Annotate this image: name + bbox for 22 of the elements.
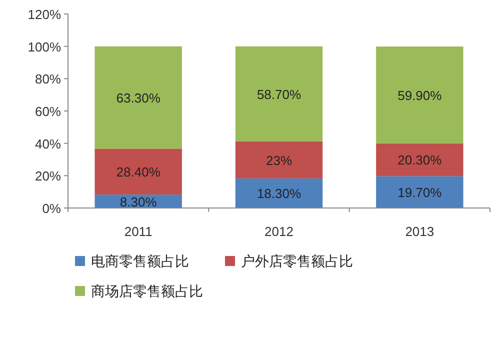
legend-label: 商场店零售额占比 bbox=[91, 283, 203, 299]
y-tick-label: 120% bbox=[28, 7, 62, 22]
data-label: 59.90% bbox=[398, 88, 442, 103]
data-label: 20.30% bbox=[398, 152, 442, 168]
data-label: 63.30% bbox=[116, 90, 161, 106]
x-tick-label: 2013 bbox=[405, 224, 434, 239]
x-tick-label: 2011 bbox=[124, 224, 152, 239]
data-label: 19.70% bbox=[398, 185, 442, 200]
y-tick-label: 80% bbox=[34, 72, 62, 87]
data-label: 58.70% bbox=[256, 86, 302, 102]
data-label: 8.30% bbox=[120, 194, 158, 210]
y-tick-label: 40% bbox=[34, 136, 62, 152]
y-tick-label: 100% bbox=[28, 39, 62, 54]
data-label: 23% bbox=[266, 152, 292, 168]
legend-label: 电商零售额占比 bbox=[91, 253, 189, 269]
y-tick-label: 20% bbox=[34, 168, 62, 184]
data-label: 28.40% bbox=[116, 164, 161, 180]
legend-label: 户外店零售额占比 bbox=[241, 253, 353, 269]
data-label: 18.30% bbox=[256, 186, 302, 202]
x-tick-label: 2012 bbox=[264, 224, 294, 239]
y-tick-label: 0% bbox=[42, 201, 62, 216]
y-tick-label: 60% bbox=[34, 104, 62, 119]
